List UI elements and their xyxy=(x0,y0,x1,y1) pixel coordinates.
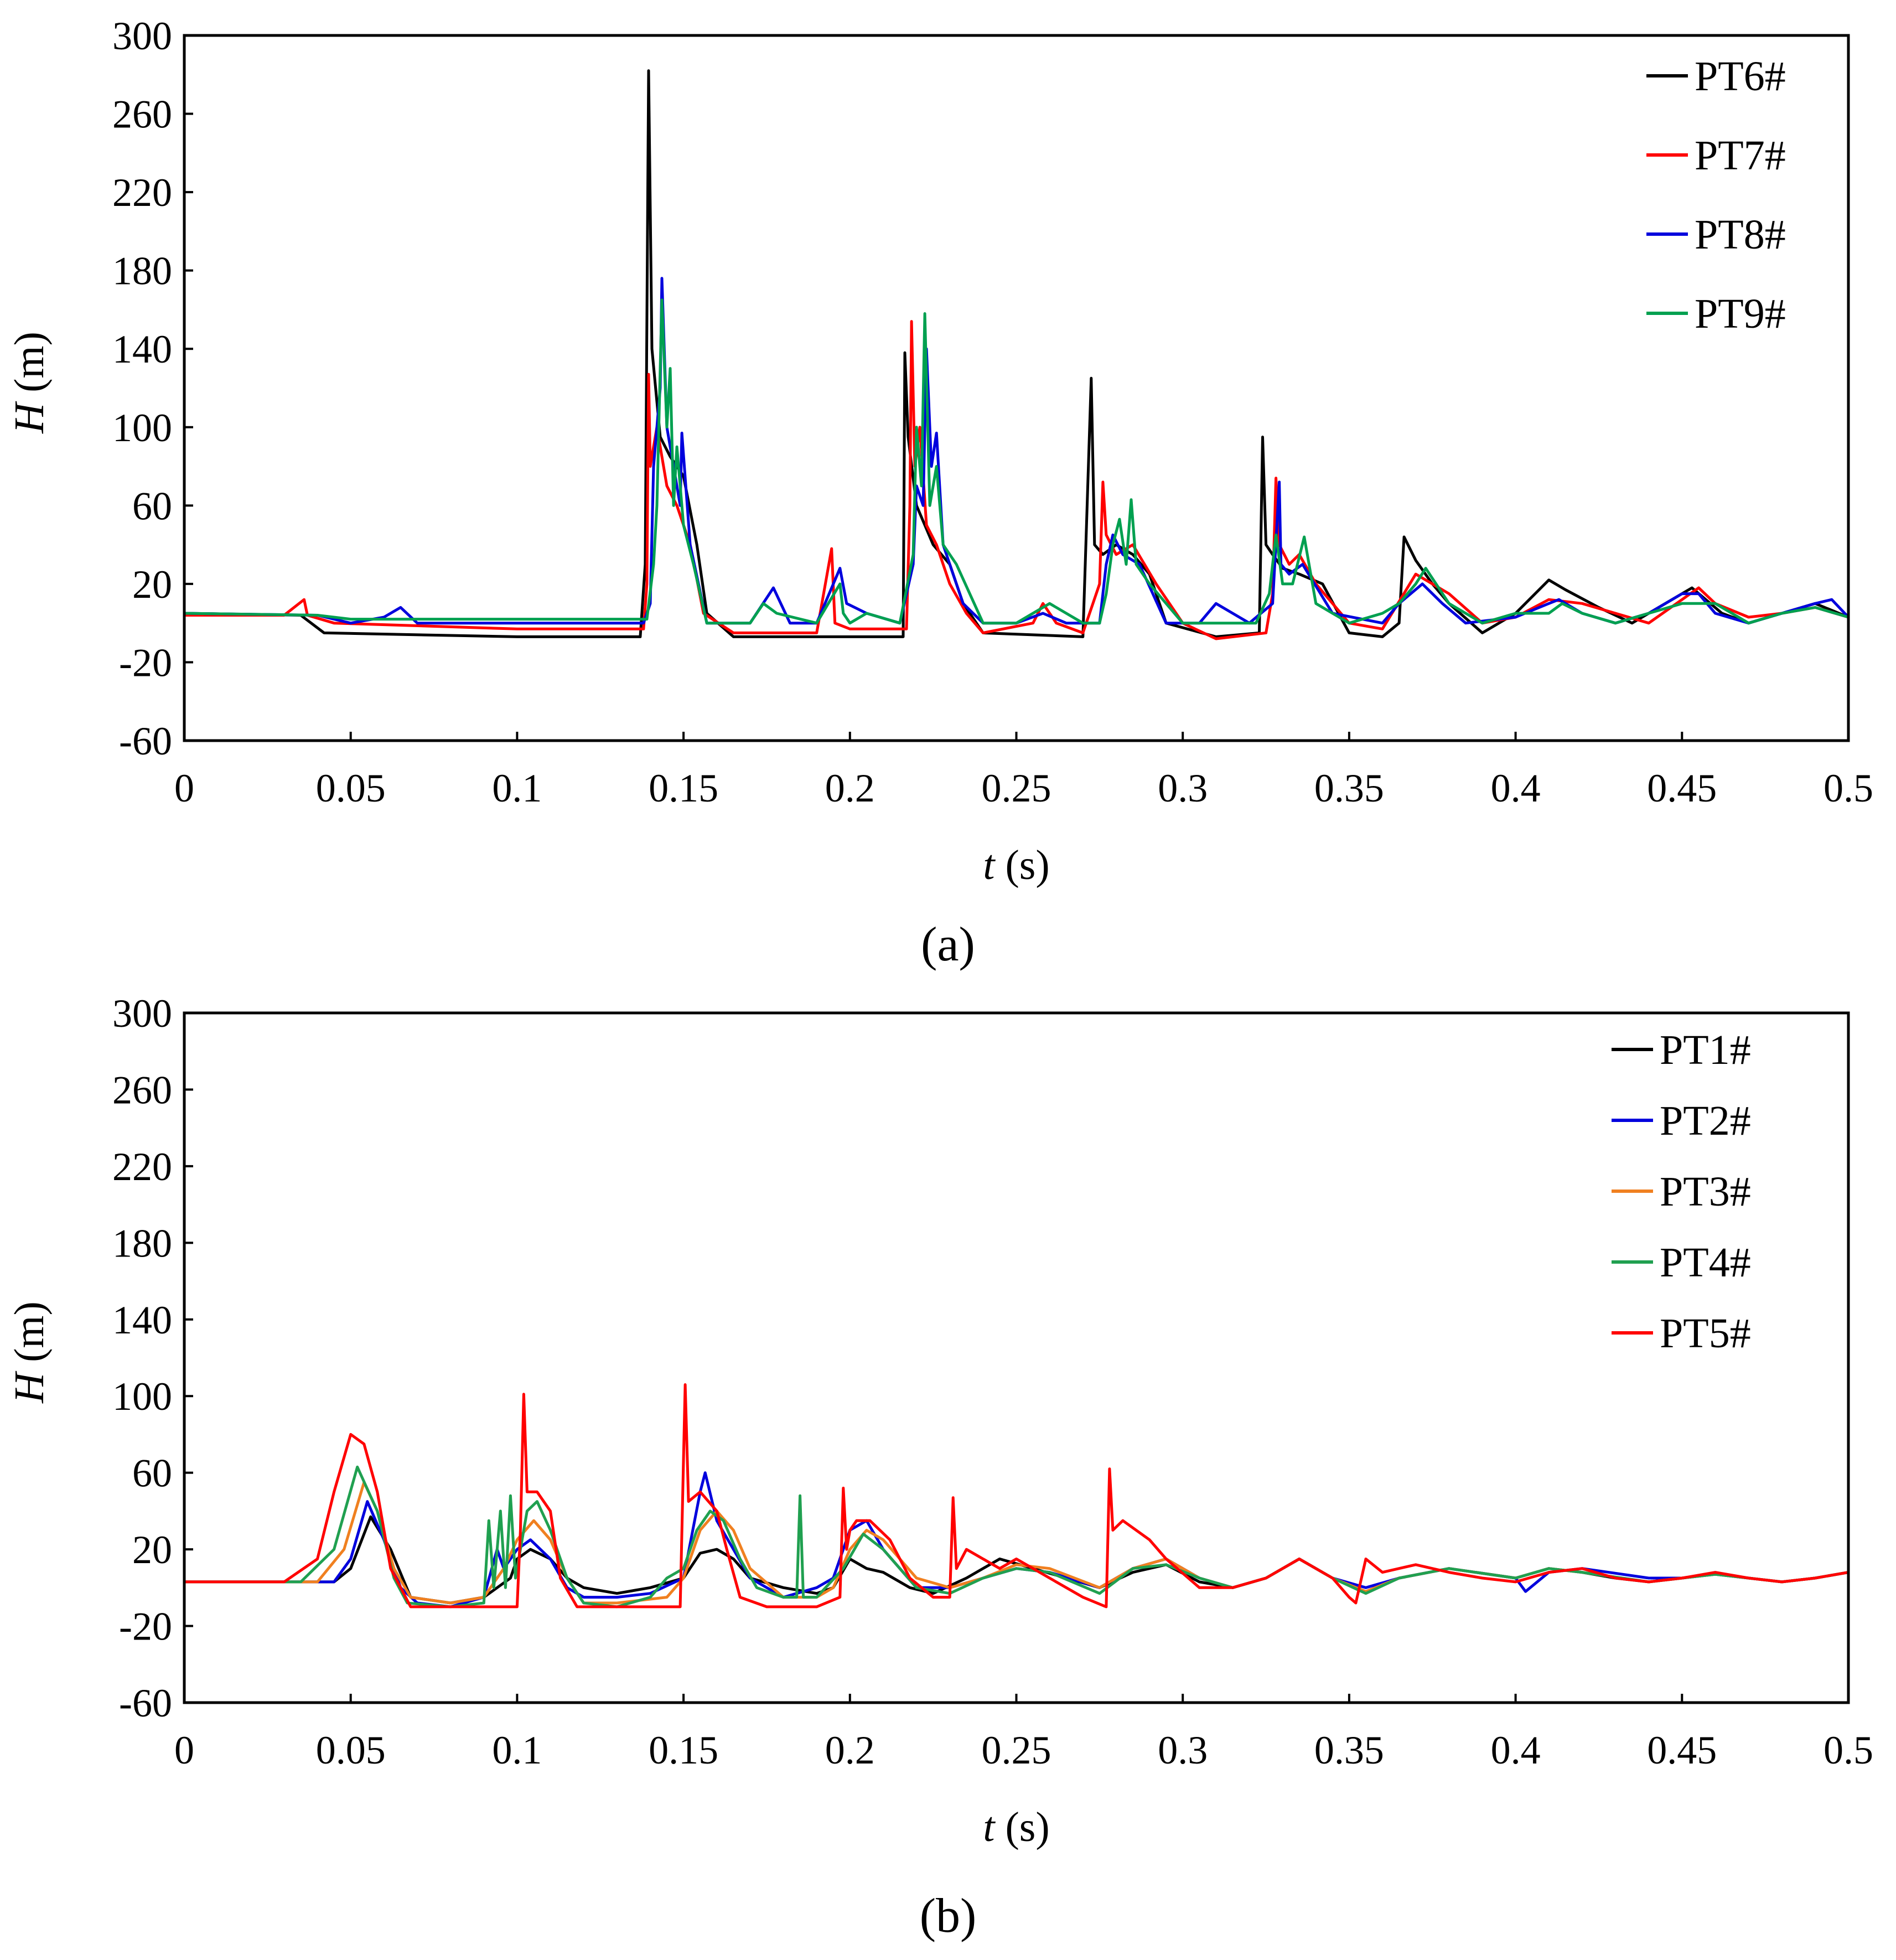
series-line-pt6 xyxy=(184,69,1848,638)
chart-panel-a: 0 0.05 0.1 0.15 0.2 0.25 0.3 0.35 0.4 0.45 0.5 300 2… xyxy=(6,14,1873,971)
y-tick-label: 260 xyxy=(112,1068,172,1112)
x-tick-label: 0 xyxy=(174,1728,194,1772)
legend-label: PT2# xyxy=(1660,1098,1751,1144)
x-tick-label: 0.2 xyxy=(825,766,875,810)
y-tick-label: 140 xyxy=(112,1298,172,1342)
legend: PT1# PT2# PT3# PT4# PT5# xyxy=(1612,1027,1751,1357)
y-tick-label: -60 xyxy=(119,1681,172,1725)
x-tick-label: 0.5 xyxy=(1824,1728,1873,1772)
series-line-pt2 xyxy=(184,1471,1848,1609)
x-tick-label: 0.4 xyxy=(1491,766,1541,810)
plot-area xyxy=(184,1383,1848,1609)
y-tick-label: -60 xyxy=(119,719,172,763)
x-tick-label: 0.25 xyxy=(982,766,1051,810)
y-tick-label: 60 xyxy=(132,484,172,528)
x-tick-label: 0.5 xyxy=(1824,766,1873,810)
x-tick-label: 0.1 xyxy=(492,766,542,810)
x-tick-label: 0.4 xyxy=(1491,1728,1541,1772)
y-tick-label: 100 xyxy=(112,1374,172,1419)
legend-label: PT1# xyxy=(1660,1027,1751,1073)
y-tick-label: 180 xyxy=(112,1221,172,1265)
x-tick-label: 0.45 xyxy=(1647,1728,1717,1772)
legend-label: PT9# xyxy=(1695,291,1786,337)
series-line-pt3 xyxy=(184,1481,1848,1605)
x-tick-label: 0.3 xyxy=(1158,766,1208,810)
legend-label: PT8# xyxy=(1695,211,1786,258)
x-tick-label: 0.3 xyxy=(1158,1728,1208,1772)
y-tick-label: 180 xyxy=(112,249,172,293)
y-tick-label: 260 xyxy=(112,92,172,137)
x-tick-label: 0.05 xyxy=(316,1728,386,1772)
x-tick-label: 0.45 xyxy=(1647,766,1717,810)
plot-area xyxy=(184,69,1848,640)
y-tick-label: 100 xyxy=(112,406,172,450)
legend-label: PT4# xyxy=(1660,1239,1751,1286)
x-tick-label: 0.2 xyxy=(825,1728,875,1772)
x-axis-label: t (s) xyxy=(983,1804,1049,1850)
y-tick-label: 300 xyxy=(112,14,172,58)
y-tick-label: 20 xyxy=(132,562,172,607)
y-tick-label: 60 xyxy=(132,1451,172,1496)
y-tick-label: -20 xyxy=(119,640,172,685)
legend-label: PT6# xyxy=(1695,53,1786,100)
x-axis-label: t (s) xyxy=(983,842,1049,888)
series-line-pt5 xyxy=(184,1383,1848,1609)
x-tick-label: 0.1 xyxy=(492,1728,542,1772)
y-tick-label: 140 xyxy=(112,327,172,371)
y-tick-label: 20 xyxy=(132,1528,172,1572)
x-tick-label: 0 xyxy=(174,766,194,810)
x-tick-label: 0.05 xyxy=(316,766,386,810)
y-axis-label: H (m) xyxy=(6,332,53,434)
legend: PT6# PT7# PT8# PT9# xyxy=(1646,53,1786,337)
chart-panel-b: 0 0.05 0.1 0.15 0.2 0.25 0.3 0.35 0.4 0.45 0.5 300 2… xyxy=(6,991,1873,1943)
legend-label: PT5# xyxy=(1660,1310,1751,1357)
series-line-pt4 xyxy=(184,1465,1848,1609)
panel-label: (a) xyxy=(921,918,975,971)
legend-label: PT3# xyxy=(1660,1168,1751,1215)
x-tick-label: 0.35 xyxy=(1314,766,1384,810)
series-line-pt8 xyxy=(184,277,1848,625)
y-tick-label: 220 xyxy=(112,1145,172,1189)
series-line-pt9 xyxy=(184,298,1848,625)
x-tick-label: 0.25 xyxy=(982,1728,1051,1772)
series-line-pt7 xyxy=(184,320,1848,640)
x-tick-label: 0.15 xyxy=(649,1728,718,1772)
x-tick-label: 0.35 xyxy=(1314,1728,1384,1772)
legend-label: PT7# xyxy=(1695,132,1786,179)
plot-frame xyxy=(183,1011,1850,1704)
y-tick-label: 220 xyxy=(112,170,172,215)
x-tick-label: 0.15 xyxy=(649,766,718,810)
panel-label: (b) xyxy=(920,1889,977,1943)
y-axis-label: H (m) xyxy=(6,1301,53,1404)
y-tick-label: -20 xyxy=(119,1605,172,1649)
y-tick-label: 300 xyxy=(112,991,172,1036)
